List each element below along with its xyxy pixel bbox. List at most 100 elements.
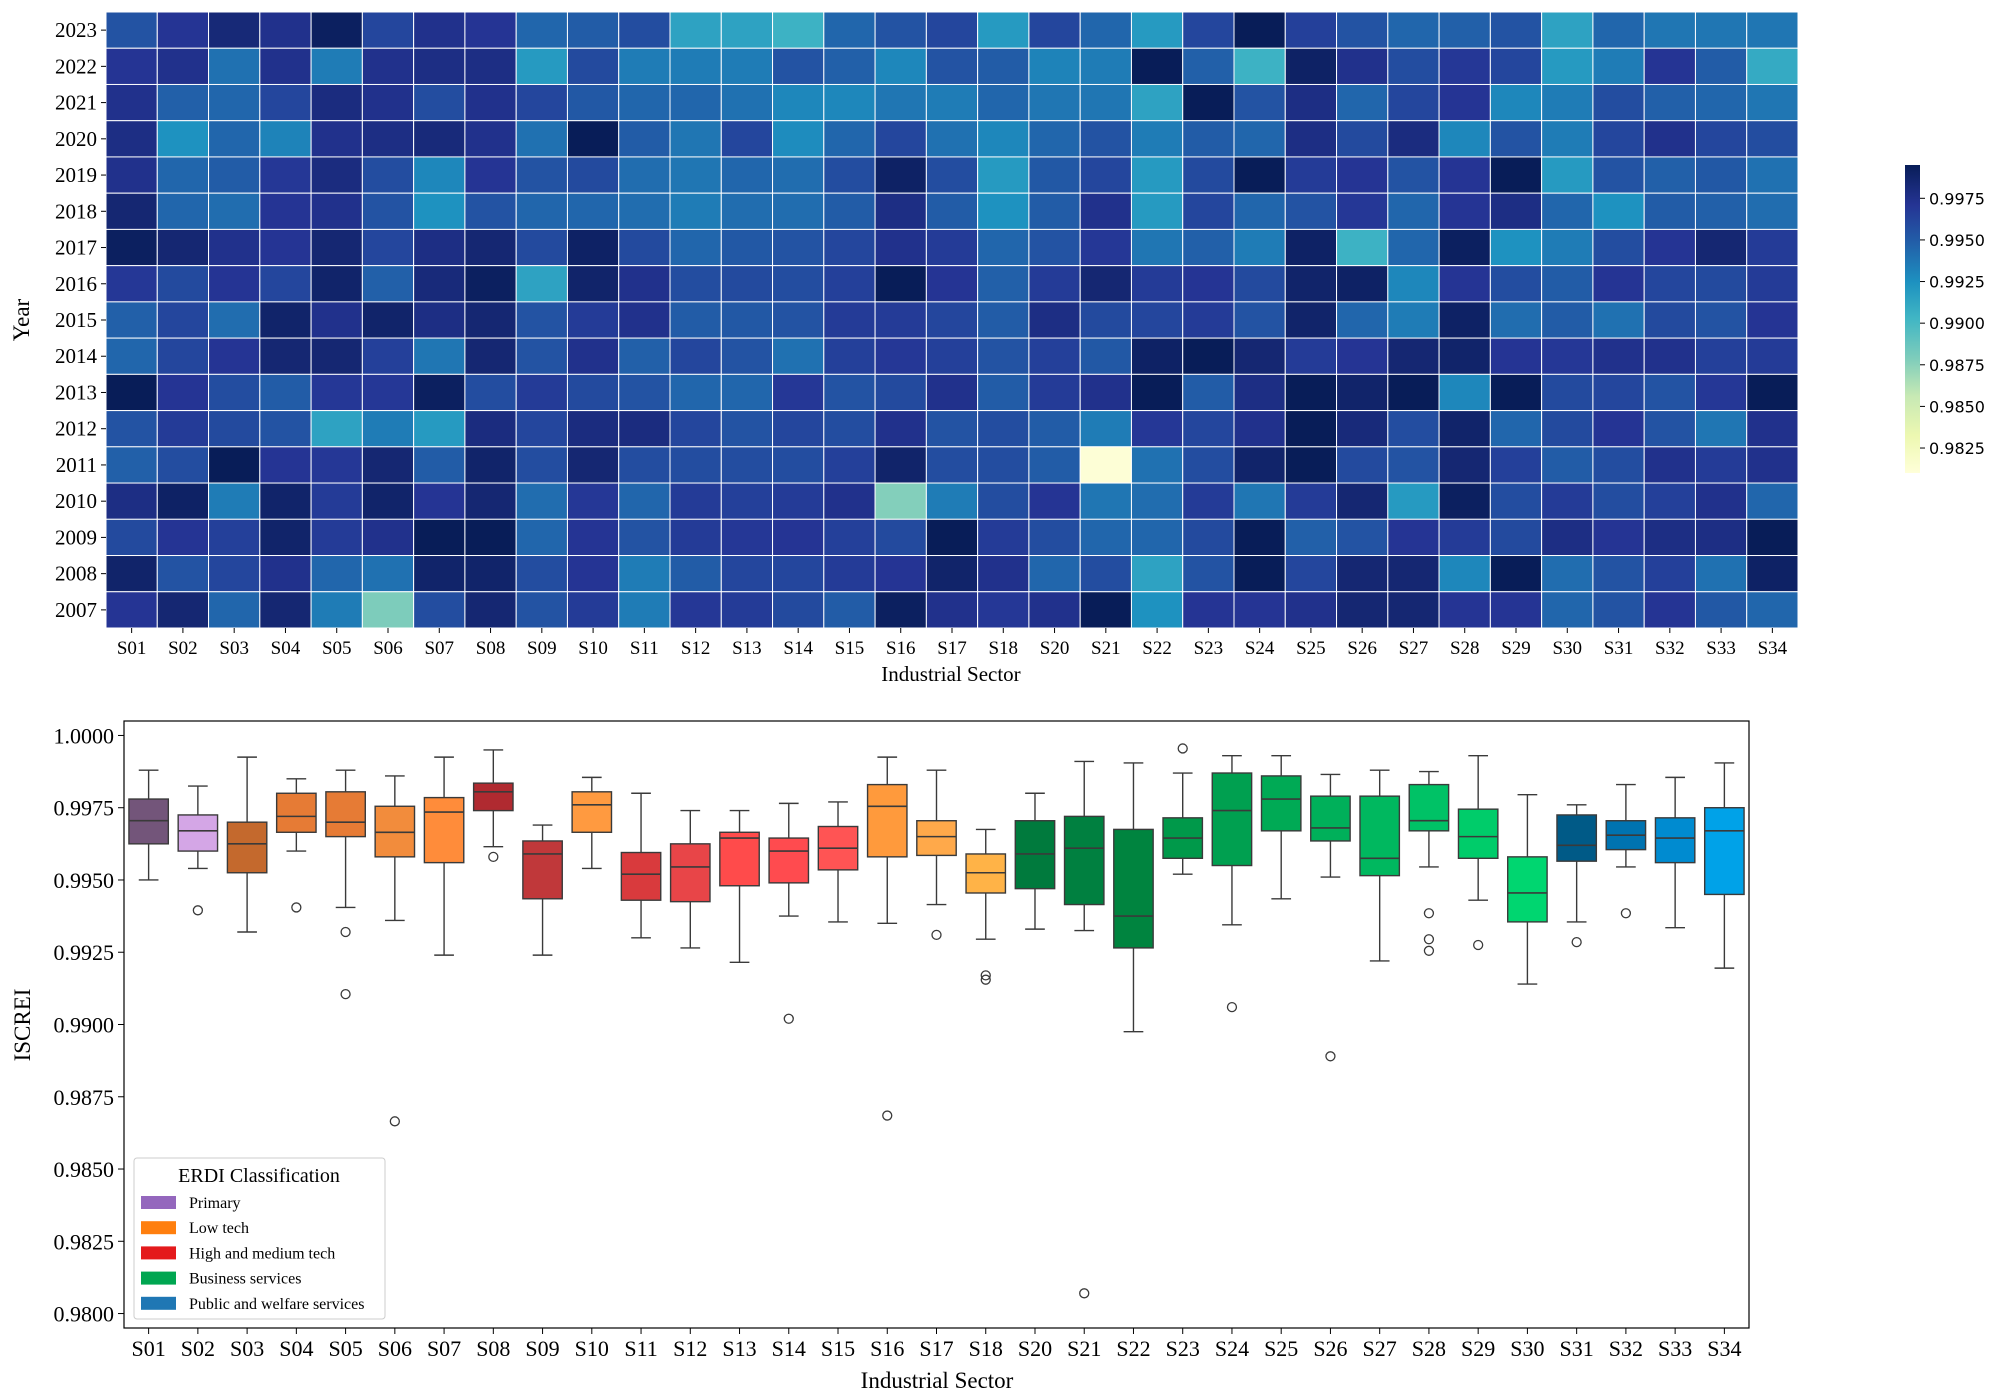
box-S31 <box>1556 804 1598 948</box>
heatmap-cell-2018-S01 <box>105 192 158 230</box>
boxplot-xtick-label: S02 <box>181 1336 215 1361</box>
heatmap-cell-2016-S01 <box>105 265 158 303</box>
heatmap-cell-2015-S15 <box>823 301 876 339</box>
heatmap-cell-2013-S34 <box>1746 373 1799 412</box>
heatmap-cell-2011-S17 <box>925 446 979 484</box>
colorbar: 0.9825 0.9850 0.9875 0.9900 0.9925 0.9950 0.99… <box>1905 165 1985 473</box>
heatmap-cell-2021-S25 <box>1284 83 1338 122</box>
boxplot-ylabel: ISCREI <box>10 989 35 1062</box>
heatmap-cell-2020-S14 <box>772 120 825 158</box>
heatmap-cell-2013-S28 <box>1438 373 1491 412</box>
heatmap-cell-2009-S26 <box>1336 518 1389 557</box>
heatmap-cell-2023-S23 <box>1182 11 1235 49</box>
heatmap-cell-2013-S33 <box>1694 373 1748 412</box>
box-outlier <box>1620 908 1632 919</box>
heatmap-cell-2008-S15 <box>823 555 876 593</box>
boxplot-xtick-label: S24 <box>1215 1336 1249 1361</box>
heatmap-cell-2012-S31 <box>1592 410 1645 448</box>
box-S18 <box>965 828 1007 985</box>
heatmap-cell-2008-S30 <box>1541 555 1594 593</box>
heatmap-xtick-label: S29 <box>1501 638 1531 659</box>
heatmap-cell-2018-S14 <box>772 192 825 230</box>
heatmap-cell-2016-S32 <box>1643 265 1696 303</box>
boxplot-y-ticks: 0.9800 0.9825 0.9850 0.9875 0.9900 0.9925 0.99… <box>54 723 124 1327</box>
heatmap-cell-2018-S32 <box>1643 192 1696 230</box>
heatmap-cell-2020-S10 <box>566 120 620 158</box>
heatmap-xtick-label: S16 <box>886 638 916 659</box>
heatmap-cell-2020-S22 <box>1130 120 1184 158</box>
heatmap-cell-2014-S23 <box>1182 337 1235 375</box>
heatmap-cell-2010-S07 <box>413 482 466 520</box>
heatmap-cell-2007-S30 <box>1541 591 1594 629</box>
heatmap-xtick-label: S15 <box>835 638 865 659</box>
heatmap-cell-2014-S09 <box>515 337 568 375</box>
heatmap-cell-2014-S17 <box>925 337 979 375</box>
box-iqr <box>423 796 465 864</box>
heatmap-ytick-label: 2019 <box>55 163 97 187</box>
heatmap-cell-2023-S32 <box>1643 11 1696 49</box>
heatmap-cell-2016-S28 <box>1438 265 1491 303</box>
heatmap-cell-2018-S22 <box>1130 192 1184 230</box>
heatmap-cell-2008-S29 <box>1489 555 1543 593</box>
heatmap-cell-2010-S13 <box>720 482 774 520</box>
heatmap-cell-2021-S24 <box>1233 83 1286 122</box>
heatmap-cell-2020-S30 <box>1541 120 1594 158</box>
heatmap-cell-2012-S01 <box>105 410 158 448</box>
heatmap-cell-2013-S32 <box>1643 373 1696 412</box>
heatmap-xtick-label: S10 <box>578 638 608 659</box>
heatmap-cell-2010-S18 <box>977 482 1030 520</box>
boxplot-xtick-label: S05 <box>328 1336 362 1361</box>
heatmap-cell-2019-S26 <box>1336 156 1389 194</box>
heatmap-cell-2017-S04 <box>259 228 312 267</box>
boxplot-panel: 0.9800 0.9825 0.9850 0.9875 0.9900 0.9925 0.99… <box>10 720 1750 1393</box>
heatmap-cell-2016-S13 <box>720 265 774 303</box>
box-S27 <box>1359 769 1401 962</box>
heatmap-cell-2022-S30 <box>1541 47 1594 85</box>
heatmap-cell-2010-S31 <box>1592 482 1645 520</box>
heatmap-cell-2017-S13 <box>720 228 774 267</box>
heatmap-cell-2019-S34 <box>1746 156 1799 194</box>
box-iqr <box>275 792 317 833</box>
box-outlier <box>783 1013 794 1024</box>
heatmap-cell-2007-S14 <box>772 591 825 629</box>
heatmap-xtick-label: S12 <box>681 638 711 659</box>
heatmap-cell-2011-S29 <box>1489 446 1543 484</box>
heatmap-cell-2014-S24 <box>1233 337 1286 375</box>
heatmap-cell-2007-S16 <box>874 591 927 629</box>
heatmap-cell-2023-S08 <box>464 11 517 49</box>
heatmap-cell-2012-S21 <box>1079 410 1132 448</box>
colorbar-tick-label: 0.9825 <box>1929 439 1985 458</box>
heatmap-cell-2017-S18 <box>977 228 1030 267</box>
heatmap-cell-2021-S22 <box>1130 83 1184 122</box>
heatmap-cell-2014-S12 <box>669 337 722 375</box>
heatmap-cell-2010-S06 <box>361 482 415 520</box>
heatmap-cell-2007-S17 <box>925 591 979 629</box>
heatmap-cell-2022-S07 <box>413 47 466 85</box>
heatmap-cell-2009-S22 <box>1130 518 1184 557</box>
heatmap-cell-2018-S18 <box>977 192 1030 230</box>
legend-entry-label: Low tech <box>189 1220 249 1237</box>
heatmap-cell-2009-S21 <box>1079 518 1132 557</box>
box-iqr <box>1063 815 1105 906</box>
heatmap-cell-2012-S02 <box>156 410 210 448</box>
heatmap-ytick-label: 2016 <box>55 272 97 296</box>
heatmap-ylabel: Year <box>9 298 34 341</box>
heatmap-cell-2014-S07 <box>413 337 466 375</box>
heatmap-cell-2015-S06 <box>361 301 415 339</box>
heatmap-cell-2020-S16 <box>874 120 927 158</box>
heatmap-year-ticks: 2023 2022 2021 2020 2019 2018 2017 2016 2015 2014… <box>55 18 106 622</box>
heatmap-cell-2023-S20 <box>1028 11 1081 49</box>
heatmap-cell-2013-S08 <box>464 373 517 412</box>
heatmap-cell-2018-S15 <box>823 192 876 230</box>
heatmap-cell-2009-S03 <box>208 518 261 557</box>
heatmap-cell-2018-S09 <box>515 192 568 230</box>
heatmap-cell-2013-S30 <box>1541 373 1594 412</box>
heatmap-cell-2015-S09 <box>515 301 568 339</box>
heatmap-cell-2013-S27 <box>1387 373 1440 412</box>
boxplot-ytick-label: 0.9975 <box>54 796 115 821</box>
heatmap-cell-2012-S34 <box>1746 410 1799 448</box>
heatmap-cell-2011-S11 <box>618 446 671 484</box>
box-S15 <box>817 801 859 923</box>
heatmap-xtick-label: S18 <box>988 638 1018 659</box>
heatmap-cell-2013-S14 <box>772 373 825 412</box>
